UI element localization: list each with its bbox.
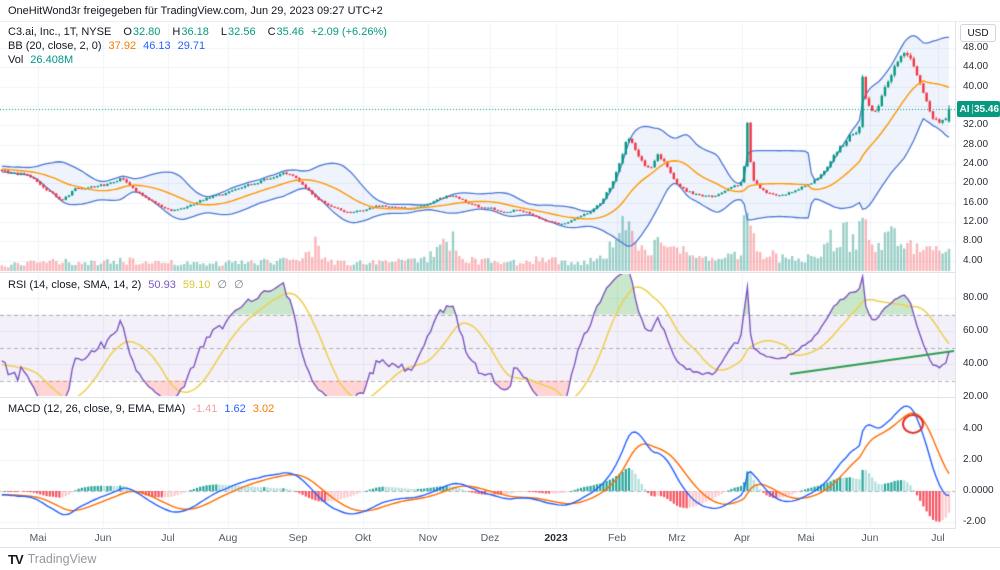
bb-legend-row[interactable]: BB (20, close, 2, 0) 37.92 46.13 29.71 — [8, 39, 387, 53]
change-value: +2.09 (+6.26%) — [311, 26, 387, 38]
price-tick: 28.00 — [963, 138, 989, 150]
macd-label: MACD (12, 26, close, 9, EMA, EMA) — [8, 403, 186, 415]
pane-divider-price-rsi[interactable] — [0, 272, 1000, 273]
time-label: Mrz — [668, 532, 686, 544]
time-label: Jul — [161, 532, 175, 544]
macd-tick: 0.0000 — [963, 485, 994, 496]
tradingview-logo-icon: TV — [8, 551, 24, 567]
time-label: Aug — [218, 532, 238, 544]
time-label: Sep — [288, 532, 308, 544]
time-label: Dez — [480, 532, 500, 544]
price-tick: 44.00 — [963, 61, 989, 73]
badge-symbol: AI — [959, 103, 970, 115]
price-tick: 8.00 — [963, 235, 983, 247]
bb-label: BB (20, close, 2, 0) — [8, 40, 102, 52]
pane-divider-rsi-macd[interactable] — [0, 397, 1000, 398]
time-label: Jul — [931, 532, 945, 544]
time-label: Mai — [797, 532, 815, 544]
currency-label: USD — [960, 24, 996, 42]
ohlc-open: O 32.80 — [123, 26, 161, 38]
time-label: 2023 — [544, 532, 568, 544]
rsi-ma-value: 59.10 — [182, 279, 211, 291]
price-tick: 24.00 — [963, 158, 989, 170]
symbol-title: C3.ai, Inc., 1T, NYSE — [8, 26, 112, 38]
time-label: Mai — [29, 532, 47, 544]
macd-legend[interactable]: MACD (12, 26, close, 9, EMA, EMA) -1.41 … — [8, 402, 274, 416]
time-axis[interactable]: Mai Jun Jul Aug Sep Okt Nov Dez 2023 Feb Mrz Apr Mai… — [0, 528, 956, 548]
rsi-upper-band-value: ∅ — [217, 279, 227, 291]
symbol-row[interactable]: C3.ai, Inc., 1T, NYSE O 32.80 H 36.18 L 32.… — [8, 25, 387, 39]
price-tick: 32.00 — [963, 119, 989, 131]
tradingview-logo-link[interactable]: TV TradingView — [8, 552, 96, 567]
bb-lower-value: 29.71 — [177, 40, 206, 52]
brand-name: TradingView — [27, 552, 97, 566]
price-tick: 40.00 — [963, 80, 989, 92]
ohlc-high: H 36.18 — [172, 26, 209, 38]
badge-price: 35.46 — [973, 103, 1000, 115]
time-label: Jun — [94, 532, 112, 544]
rsi-tick: 20.00 — [963, 391, 989, 402]
time-label: Jun — [861, 532, 879, 544]
macd-tick: 2.00 — [963, 454, 983, 465]
macd-hist-value: -1.41 — [192, 403, 218, 415]
rsi-tick: 40.00 — [963, 358, 989, 369]
macd-signal-value: 3.02 — [252, 403, 275, 415]
macd-line-value: 1.62 — [224, 403, 246, 415]
price-tick: 16.00 — [963, 196, 989, 208]
volume-label: Vol — [8, 54, 24, 66]
rsi-legend[interactable]: RSI (14, close, SMA, 14, 2) 50.93 59.10 … — [8, 278, 244, 292]
price-tick: 12.00 — [963, 216, 989, 228]
rsi-label: RSI (14, close, SMA, 14, 2) — [8, 279, 142, 291]
time-label: Apr — [733, 532, 751, 544]
rsi-lower-band-value: ∅ — [233, 279, 244, 291]
macd-tick: -2.00 — [963, 516, 986, 527]
time-label: Feb — [607, 532, 627, 544]
volume-legend-row[interactable]: Vol 26.408M — [8, 53, 387, 67]
ohlc-low: L 32.56 — [220, 26, 256, 38]
header-bar: OneHitWond3r freigegeben für TradingView… — [0, 0, 1000, 22]
attribution-text: OneHitWond3r freigegeben für TradingView… — [8, 4, 383, 17]
price-axis[interactable]: USD AI 35.46 48.00 44.00 40.00 32.00 28.00 24… — [955, 22, 1000, 528]
price-tick: 4.00 — [963, 254, 983, 266]
bb-upper-value: 46.13 — [143, 40, 171, 52]
symbol-legend: C3.ai, Inc., 1T, NYSE O 32.80 H 36.18 L 32.… — [8, 25, 387, 67]
ohlc-close: C 35.46 — [267, 26, 305, 38]
time-label: Nov — [418, 532, 438, 544]
price-tick: 20.00 — [963, 177, 989, 189]
macd-tick: 4.00 — [963, 423, 983, 434]
rsi-tick: 80.00 — [963, 292, 989, 303]
time-label: Okt — [354, 532, 372, 544]
price-tick: 48.00 — [963, 42, 989, 53]
footer-bar: TV TradingView — [0, 547, 1000, 570]
bb-basis-value: 37.92 — [108, 40, 137, 52]
rsi-value: 50.93 — [148, 279, 176, 291]
rsi-tick: 60.00 — [963, 325, 989, 336]
badge-separator — [972, 104, 973, 114]
volume-value: 26.408M — [30, 54, 74, 66]
last-price-badge: AI 35.46 — [957, 101, 1000, 117]
